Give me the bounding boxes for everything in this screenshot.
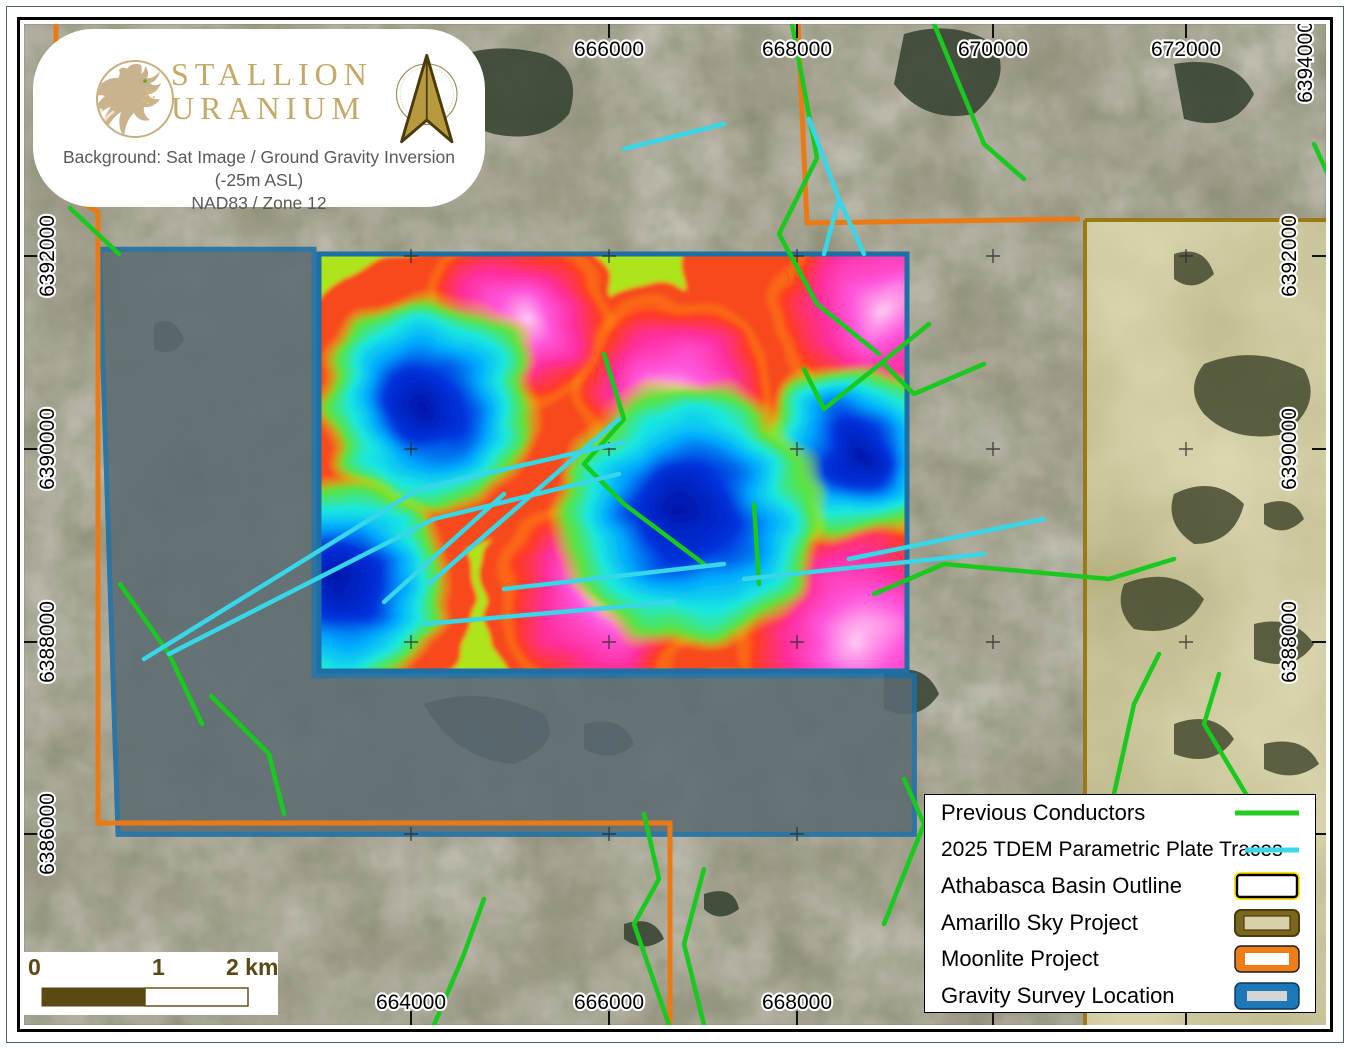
svg-text:6392000: 6392000 [36,215,59,297]
svg-text:668000: 668000 [762,38,832,61]
svg-text:666000: 666000 [574,38,644,61]
svg-text:6394000: 6394000 [1294,24,1317,103]
svg-text:6390000: 6390000 [36,408,59,490]
svg-text:6392000: 6392000 [1278,215,1301,297]
svg-text:670000: 670000 [958,38,1028,61]
svg-text:672000: 672000 [1151,38,1221,61]
svg-text:6388000: 6388000 [36,601,59,683]
svg-text:6390000: 6390000 [1278,408,1301,490]
svg-text:668000: 668000 [762,991,832,1014]
svg-text:6386000: 6386000 [36,793,59,875]
svg-text:6388000: 6388000 [1278,601,1301,683]
svg-text:664000: 664000 [376,991,446,1014]
svg-text:666000: 666000 [574,991,644,1014]
